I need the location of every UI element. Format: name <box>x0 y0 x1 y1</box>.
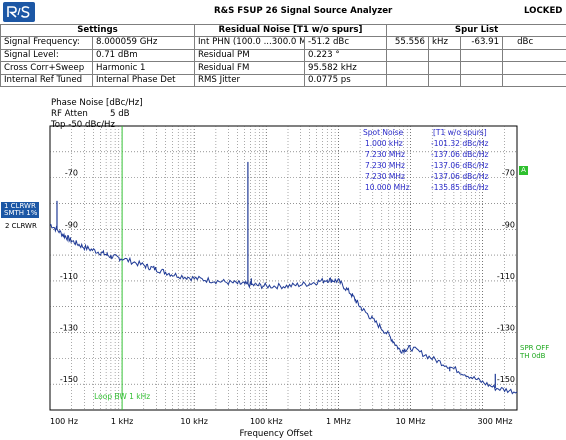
loop-bandwidth-label: Loop BW 1 kHz <box>94 392 150 401</box>
row-value: Internal Phase Det <box>92 73 195 88</box>
spot-noise-offset: 10.000 MHz <box>365 183 410 192</box>
rf-atten-value: 5 dB <box>110 109 130 119</box>
y-tick-label-right: -130 <box>497 324 515 333</box>
chart-series <box>49 161 518 395</box>
plot-unit-label: Phase Noise [dBc/Hz] <box>51 98 143 108</box>
x-tick-label: 300 MHz <box>478 417 513 426</box>
y-tick-label-left: -110 <box>60 272 78 281</box>
trace1-mode: 1 CLRWR <box>4 202 36 210</box>
plot-frame <box>49 125 518 411</box>
rf-atten-label: RF Atten <box>51 109 88 119</box>
table-row: Internal Ref Tuned Internal Phase Det RM… <box>0 73 566 88</box>
y-tick-label-right: -70 <box>502 169 515 178</box>
spot-noise-value: -137.06 dBc/Hz <box>431 172 489 181</box>
spot-noise-value: -137.06 dBc/Hz <box>431 161 489 170</box>
header-panel: Settings Residual Noise [T1 w/o spurs] S… <box>0 0 566 98</box>
x-tick-label: 100 Hz <box>50 417 78 426</box>
trace1-tag[interactable]: 1 CLRWR SMTH 1% <box>1 202 39 218</box>
phase-noise-trace <box>49 223 518 395</box>
lock-status: LOCKED <box>524 6 563 16</box>
chart-grid <box>49 125 518 411</box>
settings-table: Settings Residual Noise [T1 w/o spurs] S… <box>0 0 566 88</box>
spot-noise-header-filter: [T1 w/o spurs] <box>433 128 487 137</box>
spot-noise-offset: 1.000 kHz <box>365 139 403 148</box>
spot-noise-offset: 7.230 MHz <box>365 150 405 159</box>
y-tick-label-left: -90 <box>65 220 78 229</box>
x-tick-label: 10 kHz <box>180 417 208 426</box>
x-tick-label: 1 MHz <box>326 417 351 426</box>
y-tick-label-right: -90 <box>502 220 515 229</box>
spot-noise-offset: 7.230 MHz <box>365 172 405 181</box>
marker-a-badge[interactable]: A <box>519 166 528 175</box>
spur-cell <box>459 73 504 88</box>
window-title: R&S FSUP 26 Signal Source Analyzer <box>214 6 393 16</box>
x-tick-label: 10 MHz <box>396 417 426 426</box>
spot-noise-value: -135.85 dBc/Hz <box>431 183 489 192</box>
rs-logo <box>3 2 35 22</box>
x-axis-title: Frequency Offset <box>240 429 314 439</box>
spot-noise-offset: 7.230 MHz <box>365 161 405 170</box>
spot-noise-value: -137.06 dBc/Hz <box>431 150 489 159</box>
ref-level-label: Top -50 dBc/Hz <box>51 120 115 130</box>
y-tick-label-left: -130 <box>60 324 78 333</box>
table-row: Cross Corr+Sweep Harmonic 1 Residual FM … <box>0 61 566 75</box>
threshold-label: TH 0dB <box>520 352 546 360</box>
trace1-smoothing: SMTH 1% <box>4 209 38 217</box>
x-axis-ticks: 100 Hz 1 kHz 10 kHz 100 kHz 1 MHz 10 MHz 300 M… <box>50 417 512 426</box>
y-tick-label-right: -110 <box>497 272 515 281</box>
trace2-tag[interactable]: 2 CLRWR <box>5 222 37 230</box>
spot-noise-table: Spot Noise [T1 w/o spurs] 1.000 kHz -101.32… <box>363 128 489 192</box>
spot-noise-value: -101.32 dBc/Hz <box>431 139 489 148</box>
spur-off-label: SPR OFF <box>520 344 550 352</box>
y-tick-label-left: -150 <box>60 375 78 384</box>
spot-noise-header: Spot Noise <box>363 128 404 137</box>
y-tick-label-left: -70 <box>65 169 78 178</box>
x-tick-label: 100 kHz <box>250 417 283 426</box>
y-axis-ticks: -70 -70 -90 -90 -110 -110 -130 -130 -150 -150 <box>60 169 515 385</box>
y-tick-label-right: -150 <box>497 375 515 384</box>
loop-bandwidth-marker: Loop BW 1 kHz <box>94 126 150 410</box>
x-tick-label: 1 kHz <box>111 417 133 426</box>
